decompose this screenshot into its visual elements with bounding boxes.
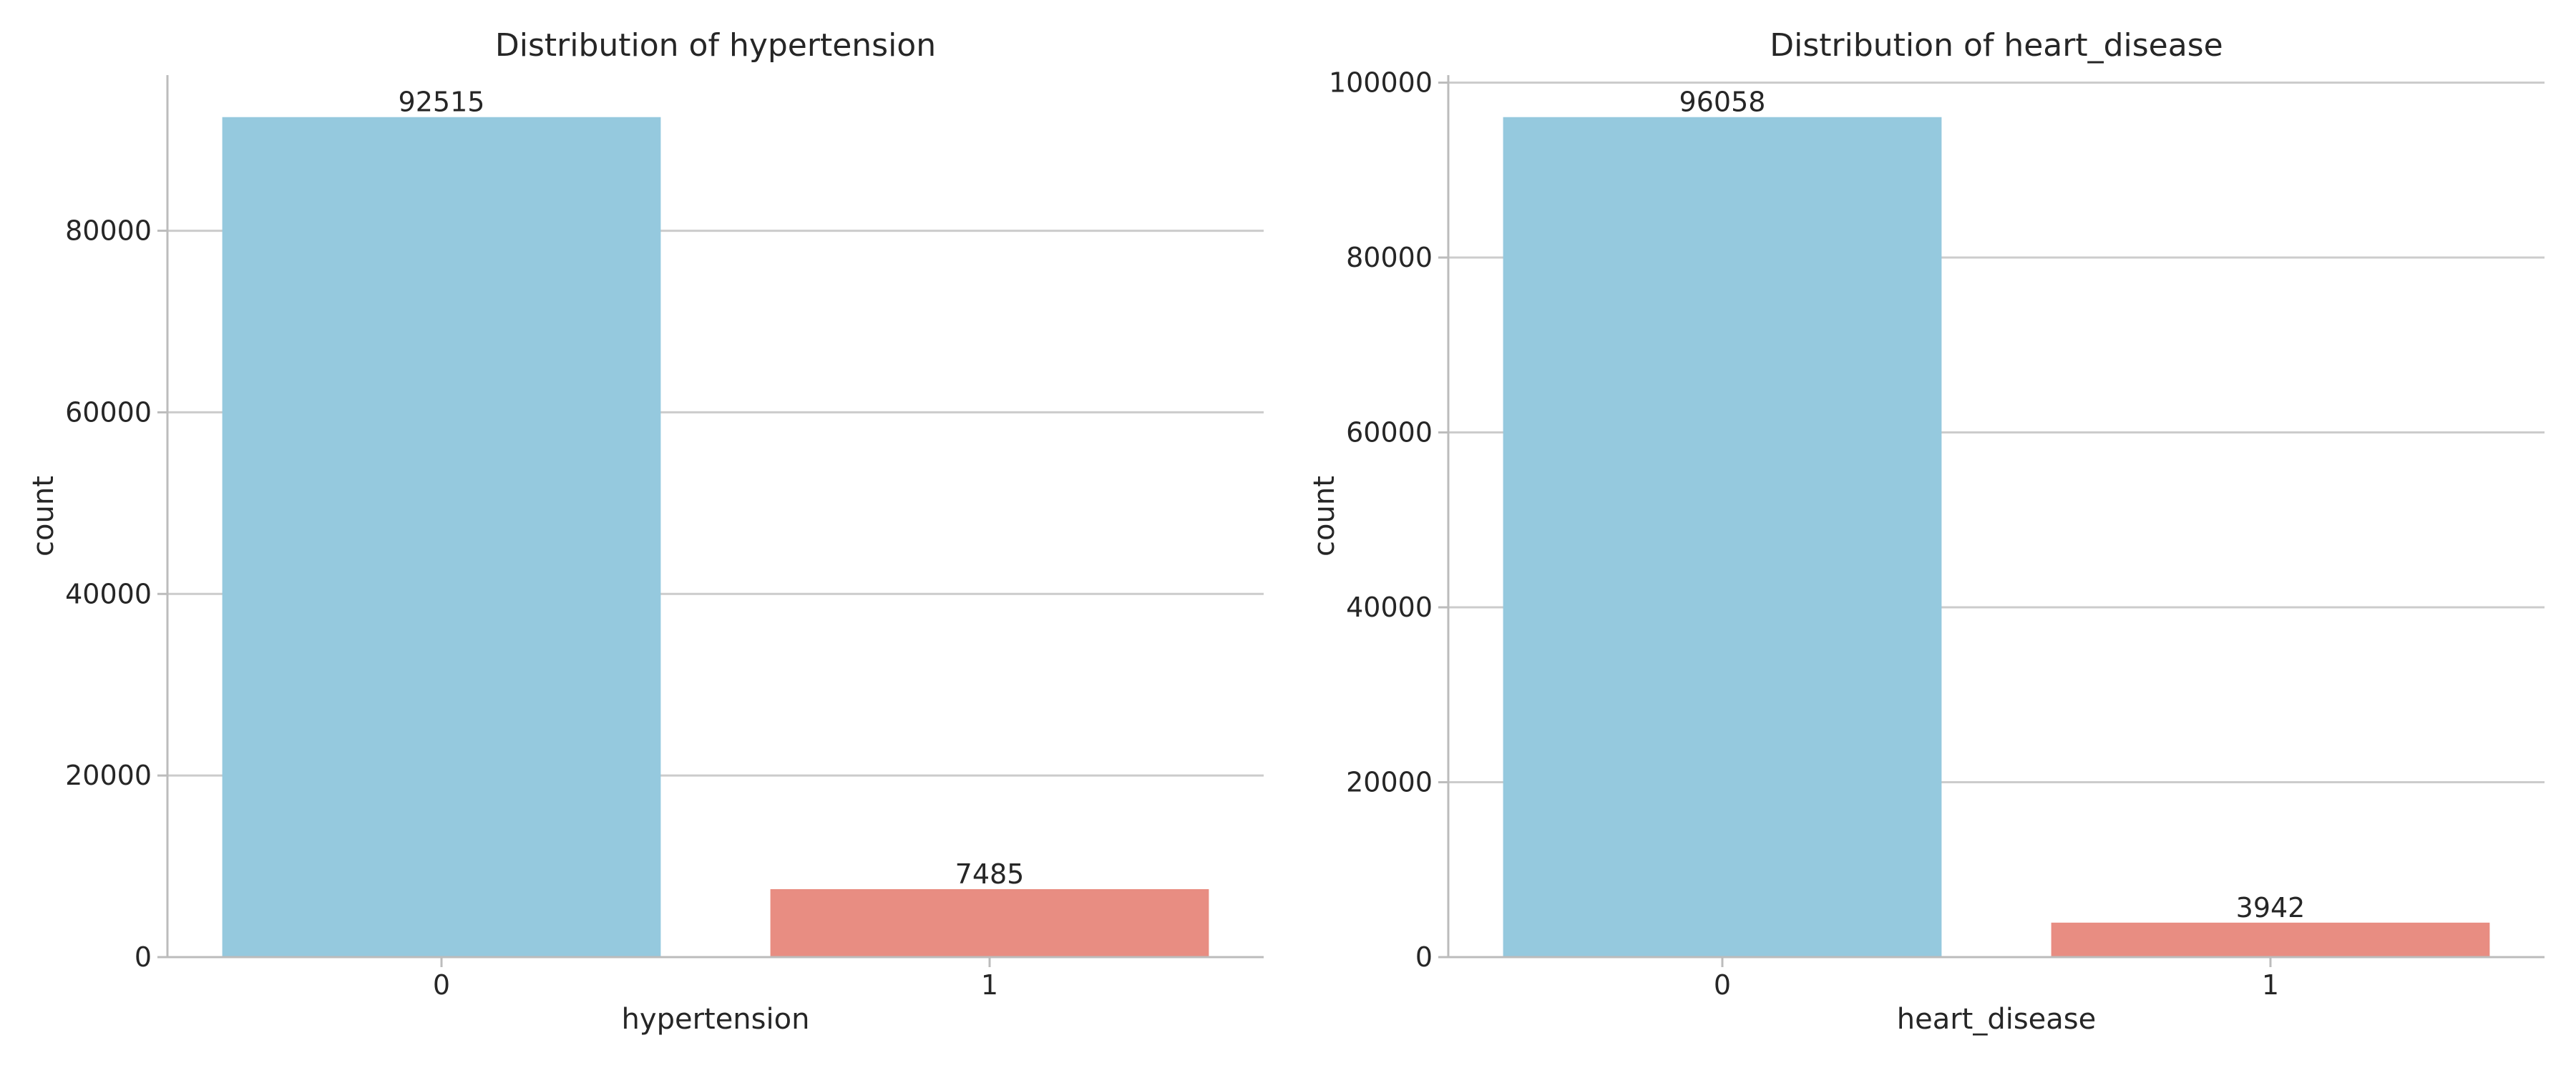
y-tick-label: 60000 (65, 396, 152, 428)
bar-value-label: 96058 (1679, 87, 1766, 118)
x-tick-label: 0 (433, 969, 450, 1001)
x-axis-label: heart_disease (1897, 1003, 2097, 1036)
y-tick-label: 40000 (1346, 592, 1433, 623)
bar-0 (222, 117, 661, 958)
x-axis-label: hypertension (622, 1003, 810, 1036)
y-tick-label: 20000 (65, 760, 152, 791)
chart-hypertension: 0 20000 40000 60000 80000 92515 0 7485 1 Distribu… (27, 27, 1264, 1036)
bar-value-label: 3942 (2236, 892, 2306, 923)
bar-1 (2051, 922, 2490, 957)
x-tick-label: 0 (1714, 969, 1731, 1001)
y-tick-label: 20000 (1346, 767, 1433, 798)
x-tick-label: 1 (2262, 969, 2279, 1001)
y-tick-label: 80000 (65, 215, 152, 247)
bar-value-label: 7485 (955, 858, 1025, 890)
bar-1 (770, 888, 1209, 957)
bar-value-label: 92515 (399, 87, 485, 118)
x-tick-label: 1 (981, 969, 998, 1001)
y-tick-label: 0 (135, 941, 152, 973)
y-axis-label: count (1308, 476, 1341, 557)
y-axis-label: count (27, 476, 60, 557)
bar-0 (1503, 117, 1942, 957)
chart-title: Distribution of hypertension (495, 27, 936, 64)
chart-heart-disease: 0 20000 40000 60000 80000 100000 96058 0 3942 1 Di… (1308, 27, 2545, 1036)
y-tick-label: 80000 (1346, 242, 1433, 273)
y-tick-label: 60000 (1346, 417, 1433, 449)
chart-title: Distribution of heart_disease (1770, 27, 2223, 64)
y-tick-label: 40000 (65, 578, 152, 609)
y-tick-label: 0 (1415, 941, 1433, 973)
y-tick-label: 100000 (1329, 67, 1433, 99)
